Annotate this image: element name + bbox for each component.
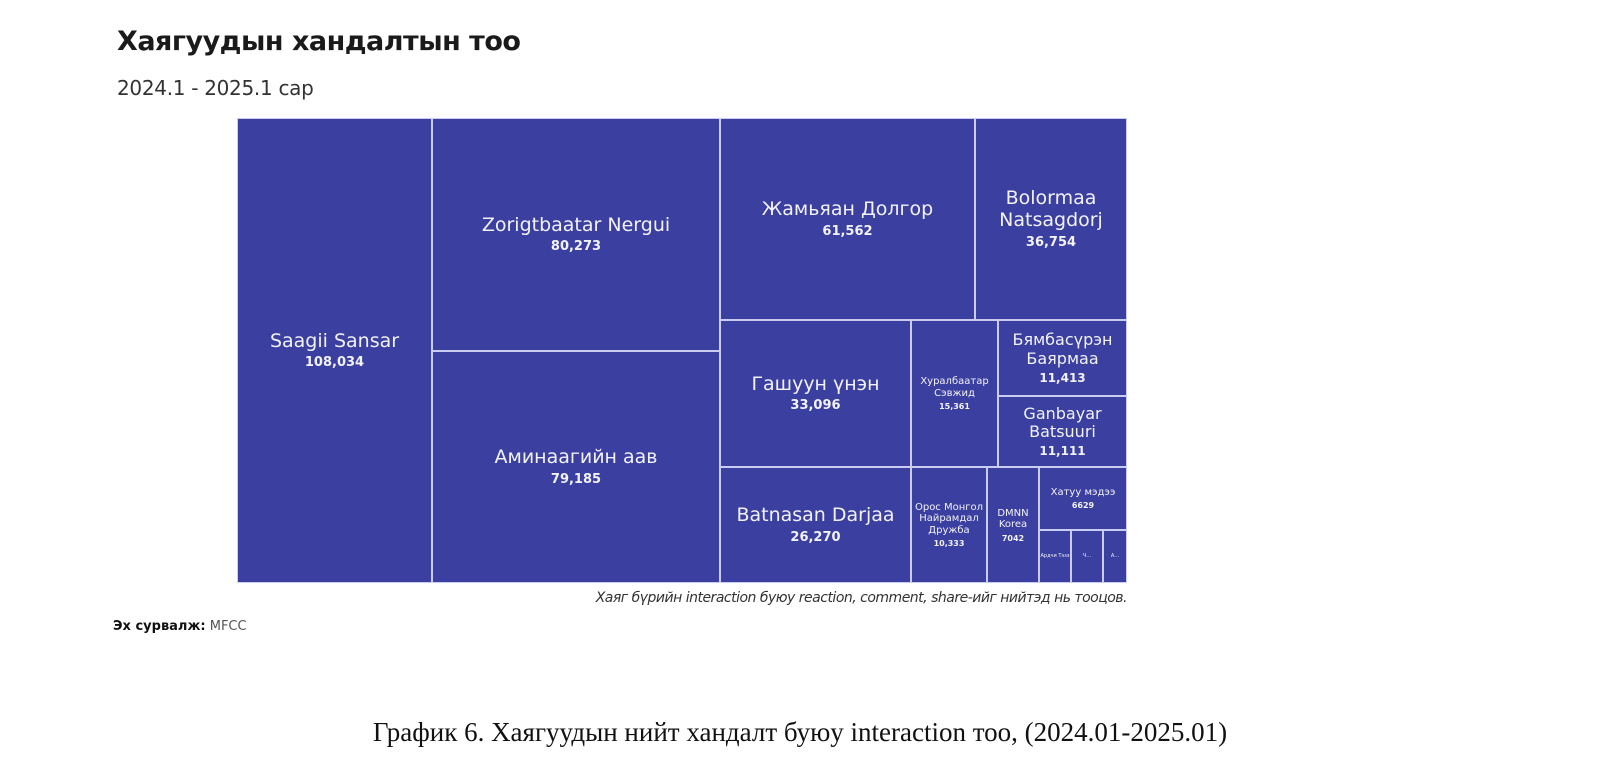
tile-label: Гашуун үнэн [751,372,880,395]
source-line: Эх сурвалж: MFCC [113,619,247,634]
tile-label: Жамьяан Долгор [761,198,934,221]
figure-caption: График 6. Хаягуудын нийт хандалт буюу in… [372,717,1228,747]
treemap-tile: Ардчи Тэзэ [1039,530,1071,583]
tile-value: 79,185 [550,471,602,487]
tile-label: Бямбасүрэн Баярмаа [1012,330,1113,368]
tile-value: 108,034 [304,355,365,371]
chart-subtitle: 2024.1 - 2025.1 сар [117,76,314,100]
treemap-tile: Гашуун үнэн 33,096 [720,320,911,467]
tile-label: Bolormaa Natsagdorj [999,187,1103,231]
treemap-tile: Жамьяан Долгор 61,562 [720,118,975,320]
tile-value: 10,333 [933,539,965,549]
tile-value: 80,273 [550,239,602,255]
tile-value: 6629 [1071,501,1095,511]
treemap-tile: Хатуу мэдээ 6629 [1039,467,1127,530]
tile-label: Ч... [1082,552,1092,559]
chart-title: Хаягуудын хандалтын тоо [117,26,521,57]
treemap-tile: А... [1103,530,1127,583]
source-value: MFCC [209,619,247,634]
treemap-tile: Аминаагийн аав 79,185 [432,351,720,583]
treemap-tile: Ч... [1071,530,1103,583]
tile-value: 11,413 [1039,370,1086,385]
tile-label: Хуралбаатар Сэвжид [920,376,989,399]
treemap-tile: Saagii Sansar 108,034 [237,118,432,583]
treemap-tile: Хуралбаатар Сэвжид 15,361 [911,320,998,467]
tile-value: 36,754 [1025,234,1077,250]
treemap-tile: DMNN Korea 7042 [987,467,1039,583]
tile-value: 15,361 [939,402,970,411]
tile-label: Ganbayar Batsuuri [1023,403,1102,441]
treemap-tile: Zorigtbaatar Nergui 80,273 [432,118,720,351]
tile-label: Saagii Sansar [269,329,400,352]
source-label: Эх сурвалж: [113,619,206,634]
tile-value: 33,096 [790,398,841,414]
tile-label: DMNN Korea [997,507,1029,531]
treemap-tile: Бямбасүрэн Баярмаа 11,413 [998,320,1127,396]
tile-value: 26,270 [790,529,841,545]
tile-value: 61,562 [822,223,873,239]
tile-label: А... [1110,552,1120,559]
tile-value: 7042 [1001,533,1025,543]
tile-value: 11,111 [1039,444,1086,459]
tile-label: Орос Монгол Найрамдал Дружба [914,501,984,536]
chart-note: Хаяг бүрийн interaction буюу reaction, c… [595,590,1128,606]
tile-label: Ардчи Тэзэ [1040,552,1070,559]
tile-label: Хатуу мэдээ [1050,486,1116,498]
treemap: Saagii Sansar 108,034 Zorigtbaatar Nergui 8… [237,118,1127,583]
treemap-tile: Орос Монгол Найрамдал Дружба 10,333 [911,467,987,583]
tile-label: Аминаагийн аав [494,446,658,469]
treemap-tile: Ganbayar Batsuuri 11,111 [998,396,1127,467]
treemap-tile: Bolormaa Natsagdorj 36,754 [975,118,1127,320]
tile-label: Batnasan Darjaa [736,504,895,527]
treemap-tile: Batnasan Darjaa 26,270 [720,467,911,583]
tile-label: Zorigtbaatar Nergui [481,213,671,236]
